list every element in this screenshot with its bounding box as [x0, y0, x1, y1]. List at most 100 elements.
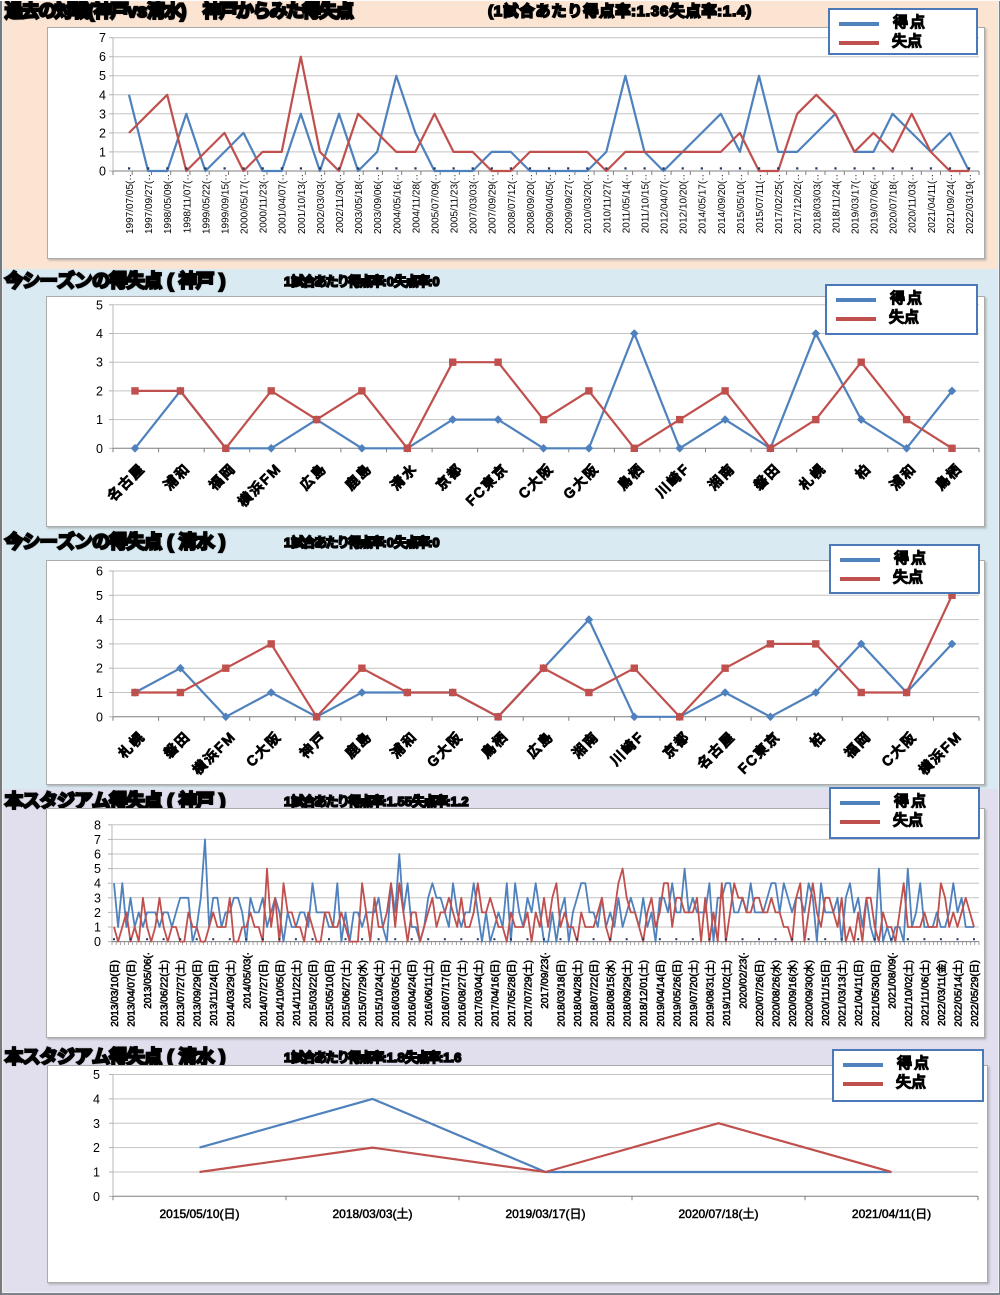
svg-text:2015/06/27(土): 2015/06/27(土) [340, 960, 353, 1027]
svg-text:4: 4 [96, 327, 103, 341]
svg-text:2015/10/24(土): 2015/10/24(土) [373, 960, 386, 1027]
svg-text:2021/04/11(··: 2021/04/11(·· [927, 174, 938, 233]
svg-text:2018/08/15(水): 2018/08/15(水) [605, 960, 617, 1027]
svg-text:札幌: 札幌 [116, 729, 149, 762]
svg-text:2001/04/07(··: 2001/04/07(·· [278, 174, 289, 234]
svg-text:2021/05/30(日): 2021/05/30(日) [871, 960, 882, 1027]
svg-text:2016/07/17(日): 2016/07/17(日) [441, 960, 452, 1027]
svg-text:川崎F: 川崎F [608, 729, 648, 769]
svg-text:柏: 柏 [853, 461, 875, 483]
svg-text:浦和: 浦和 [161, 461, 194, 494]
svg-text:2021/11/06(土): 2021/11/06(土) [918, 960, 931, 1026]
svg-text:2: 2 [93, 1141, 100, 1155]
svg-text:2016/03/05(土): 2016/03/05(土) [389, 960, 402, 1027]
svg-text:1999/05/22(··: 1999/05/22(·· [201, 174, 212, 234]
svg-text:浦和: 浦和 [887, 461, 920, 494]
svg-text:7: 7 [99, 31, 106, 45]
svg-text:2013/06/22(土): 2013/06/22(土) [158, 960, 171, 1027]
svg-text:1997/09/27(··: 1997/09/27(·· [144, 174, 155, 234]
svg-text:2: 2 [96, 662, 103, 676]
svg-text:C大阪: C大阪 [516, 461, 557, 502]
svg-text:1: 1 [94, 921, 101, 935]
svg-text:2018/11/24(··: 2018/11/24(·· [831, 174, 842, 233]
svg-text:福岡: 福岡 [842, 729, 875, 762]
svg-text:福岡: 福岡 [206, 461, 239, 494]
svg-text:C大阪: C大阪 [243, 729, 284, 770]
svg-text:2002/03/03(··: 2002/03/03(·· [316, 174, 327, 234]
svg-text:2014/03/29(土): 2014/03/29(土) [224, 960, 237, 1027]
svg-text:C大阪: C大阪 [879, 729, 920, 770]
svg-text:2019/08/31(土): 2019/08/31(土) [703, 960, 716, 1027]
svg-text:2021/10/02(土): 2021/10/02(土) [902, 960, 915, 1027]
svg-text:2000/11/23(··: 2000/11/23(·· [259, 174, 270, 233]
svg-text:2014/10/05(日): 2014/10/05(日) [275, 960, 286, 1027]
svg-text:浦和: 浦和 [388, 729, 421, 762]
svg-text:2007/09/29(··: 2007/09/29(·· [488, 174, 499, 234]
svg-text:2013/03/10(日): 2013/03/10(日) [110, 960, 121, 1027]
svg-text:2020/07/18(··: 2020/07/18(·· [889, 174, 900, 234]
svg-text:2013/11/24(日): 2013/11/24(日) [209, 960, 220, 1026]
svg-text:4: 4 [93, 1092, 100, 1106]
svg-text:2015/05/10(日): 2015/05/10(日) [159, 1207, 239, 1221]
svg-text:2014/07/27(日): 2014/07/27(日) [259, 960, 270, 1027]
svg-text:1: 1 [93, 1166, 100, 1180]
svg-text:5: 5 [93, 1068, 100, 1082]
svg-text:2: 2 [94, 906, 101, 920]
svg-text:2019/04/14(日): 2019/04/14(日) [656, 960, 667, 1027]
svg-text:鳥栖: 鳥栖 [479, 729, 512, 762]
svg-text:2018/04/28(土): 2018/04/28(土) [571, 960, 584, 1027]
svg-text:0: 0 [93, 1190, 100, 1204]
svg-text:2022/03/19(··: 2022/03/19(·· [965, 174, 976, 234]
svg-text:3: 3 [96, 356, 103, 370]
svg-text:2021/04/11(日): 2021/04/11(日) [852, 1207, 931, 1221]
svg-text:2014/09/20(··: 2014/09/20(·· [717, 174, 728, 234]
svg-text:2001/10/13(··: 2001/10/13(·· [297, 174, 308, 234]
svg-text:2004/05/16(··: 2004/05/16(·· [392, 174, 403, 234]
svg-text:2022/05/14(土): 2022/05/14(土) [951, 960, 964, 1027]
svg-text:FC東京: FC東京 [463, 461, 511, 509]
svg-text:G大阪: G大阪 [561, 461, 602, 502]
svg-text:6: 6 [96, 565, 103, 579]
svg-text:1997/07/05(··: 1997/07/05(·· [125, 174, 136, 234]
svg-text:2019/11/02(土): 2019/11/02(土) [720, 960, 733, 1026]
svg-text:横浜FM: 横浜FM [235, 461, 284, 510]
svg-text:2021/09/24(··: 2021/09/24(·· [946, 174, 957, 234]
svg-text:磐田: 磐田 [751, 461, 784, 494]
svg-text:2019/03/17(日): 2019/03/17(日) [505, 1207, 585, 1221]
svg-text:2009/04/05(··: 2009/04/05(·· [545, 174, 556, 234]
svg-text:2016/04/24(日): 2016/04/24(日) [408, 960, 419, 1027]
svg-text:2019/07/06(··: 2019/07/06(·· [870, 174, 881, 234]
svg-text:横浜FM: 横浜FM [190, 729, 239, 778]
svg-text:2013/09/29(日): 2013/09/29(日) [193, 960, 204, 1027]
svg-text:2: 2 [96, 384, 103, 398]
svg-text:2013/07/27(土): 2013/07/27(土) [174, 960, 187, 1027]
svg-text:2017/02/25(··: 2017/02/25(·· [774, 174, 785, 234]
svg-text:札幌: 札幌 [796, 461, 829, 494]
svg-text:2007/03/03(··: 2007/03/03(·· [469, 174, 480, 234]
svg-text:2020/09/30(水): 2020/09/30(水) [804, 960, 816, 1027]
svg-text:5: 5 [94, 862, 101, 876]
svg-text:2020/11/03(··: 2020/11/03(·· [908, 174, 919, 233]
svg-text:京都: 京都 [660, 729, 693, 762]
svg-text:2015/05/10(··: 2015/05/10(·· [736, 174, 747, 234]
svg-text:2009/09/27(··: 2009/09/27(·· [564, 174, 575, 234]
svg-text:G大阪: G大阪 [424, 729, 465, 770]
svg-text:2017/09/23(·: 2017/09/23(· [540, 952, 551, 1009]
svg-text:2014/05/17(··: 2014/05/17(·· [698, 174, 709, 234]
svg-text:2015/05/10(日): 2015/05/10(日) [325, 960, 336, 1027]
svg-text:2014/05/03(·: 2014/05/03(· [242, 952, 253, 1009]
svg-text:2010/03/20(··: 2010/03/20(·· [583, 174, 594, 234]
svg-text:2018/03/18(日): 2018/03/18(日) [557, 960, 568, 1027]
svg-text:広島: 広島 [524, 729, 557, 762]
svg-text:6: 6 [94, 848, 101, 862]
svg-text:2010/11/27(··: 2010/11/27(·· [602, 174, 613, 233]
svg-text:1999/09/15(··: 1999/09/15(·· [221, 174, 232, 234]
svg-text:2003/05/18(··: 2003/05/18(·· [354, 174, 365, 234]
svg-text:京都: 京都 [433, 461, 466, 494]
svg-text:1: 1 [99, 145, 106, 159]
svg-text:鳥栖: 鳥栖 [933, 461, 966, 494]
svg-text:2: 2 [99, 126, 106, 140]
svg-text:川崎F: 川崎F [653, 461, 693, 501]
svg-text:広島: 広島 [297, 461, 330, 494]
svg-text:2011/05/14(··: 2011/05/14(·· [621, 174, 632, 233]
